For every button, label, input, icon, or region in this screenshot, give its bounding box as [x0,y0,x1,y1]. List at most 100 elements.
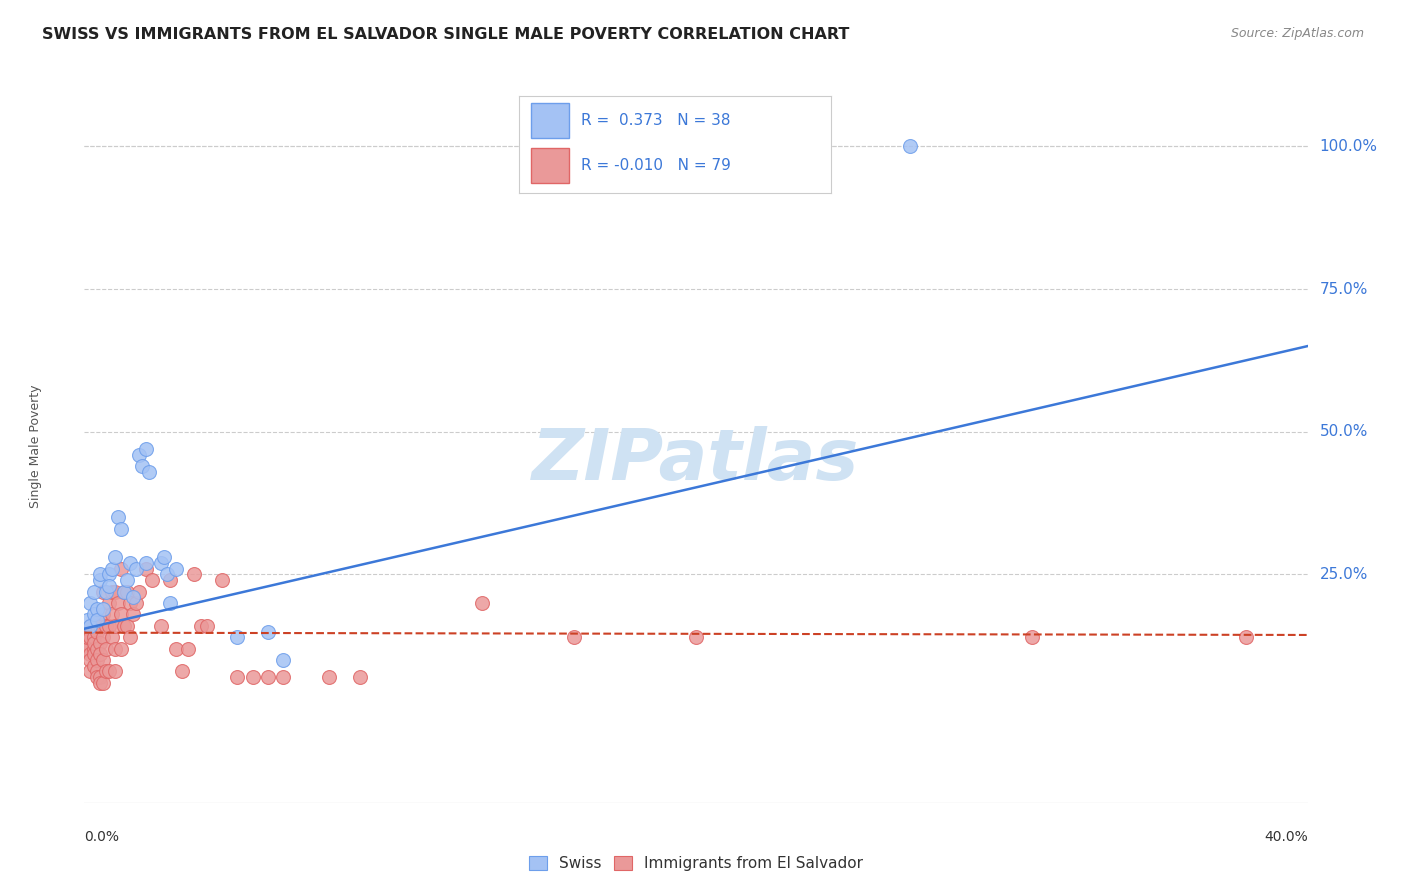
Point [149,619,172,633]
Point [112,584,135,599]
Point [349,670,371,684]
Point [159,596,181,610]
Point [112,584,135,599]
Point [91,653,114,667]
Point [271,670,294,684]
Point [97,567,120,582]
Point [86,613,108,627]
Point [104,584,127,599]
Point [183,567,205,582]
Text: 25.0%: 25.0% [1320,567,1368,582]
Point [115,619,138,633]
Point [110,607,132,622]
Point [83,641,105,656]
Point [86,641,108,656]
Point [195,619,218,633]
Point [97,579,120,593]
Text: 0.0%: 0.0% [84,830,120,844]
Point [190,619,212,633]
Point [104,641,127,656]
Point [125,562,148,576]
Point [83,607,105,622]
Point [271,653,294,667]
Point [562,630,585,644]
Point [101,607,124,622]
Point [110,562,132,576]
Point [89,648,111,662]
Text: 50.0%: 50.0% [1320,425,1368,439]
Point [89,676,111,690]
Point [89,567,111,582]
Point [128,584,150,599]
Point [685,630,707,644]
Point [79,665,101,679]
Point [135,442,157,456]
Text: Source: ZipAtlas.com: Source: ZipAtlas.com [1230,27,1364,40]
Point [89,619,111,633]
Point [107,596,129,610]
Point [79,596,101,610]
Point [86,613,108,627]
Legend: Swiss, Immigrants from El Salvador: Swiss, Immigrants from El Salvador [523,850,869,877]
Point [101,584,124,599]
Point [89,573,111,587]
Point [149,556,172,570]
Point [91,584,114,599]
Point [685,151,707,165]
Text: ZIPatlas: ZIPatlas [533,425,859,495]
Point [86,670,108,684]
Point [101,562,124,576]
Point [120,596,142,610]
Point [104,665,127,679]
Point [97,665,120,679]
Point [104,550,127,565]
Point [110,641,132,656]
Point [211,573,233,587]
Point [83,584,105,599]
Point [101,630,124,644]
Point [257,624,280,639]
Point [79,653,101,667]
Point [128,448,150,462]
Point [89,636,111,650]
Point [318,670,340,684]
Point [76,636,98,650]
Point [138,465,160,479]
Text: SWISS VS IMMIGRANTS FROM EL SALVADOR SINGLE MALE POVERTY CORRELATION CHART: SWISS VS IMMIGRANTS FROM EL SALVADOR SIN… [42,27,849,42]
Text: 100.0%: 100.0% [1320,139,1378,153]
Point [153,550,176,565]
Point [120,630,142,644]
Point [76,641,98,656]
Point [97,596,120,610]
Point [122,607,145,622]
Point [135,562,157,576]
Point [83,648,105,662]
Point [122,591,145,605]
Point [91,601,114,615]
Point [112,619,135,633]
Point [226,630,249,644]
Point [83,636,105,650]
Point [156,567,179,582]
Point [79,630,101,644]
Point [86,601,108,615]
Point [94,641,117,656]
Point [131,458,153,473]
Point [172,665,194,679]
Point [83,630,105,644]
Point [91,607,114,622]
Point [242,670,264,684]
Point [89,670,111,684]
Point [76,624,98,639]
Point [1234,630,1257,644]
Point [165,641,187,656]
Point [86,653,108,667]
Point [97,619,120,633]
Point [471,596,494,610]
Text: Single Male Poverty: Single Male Poverty [30,384,42,508]
Point [107,510,129,524]
Point [120,556,142,570]
Text: 75.0%: 75.0% [1320,282,1368,296]
Point [76,613,98,627]
Point [135,556,157,570]
